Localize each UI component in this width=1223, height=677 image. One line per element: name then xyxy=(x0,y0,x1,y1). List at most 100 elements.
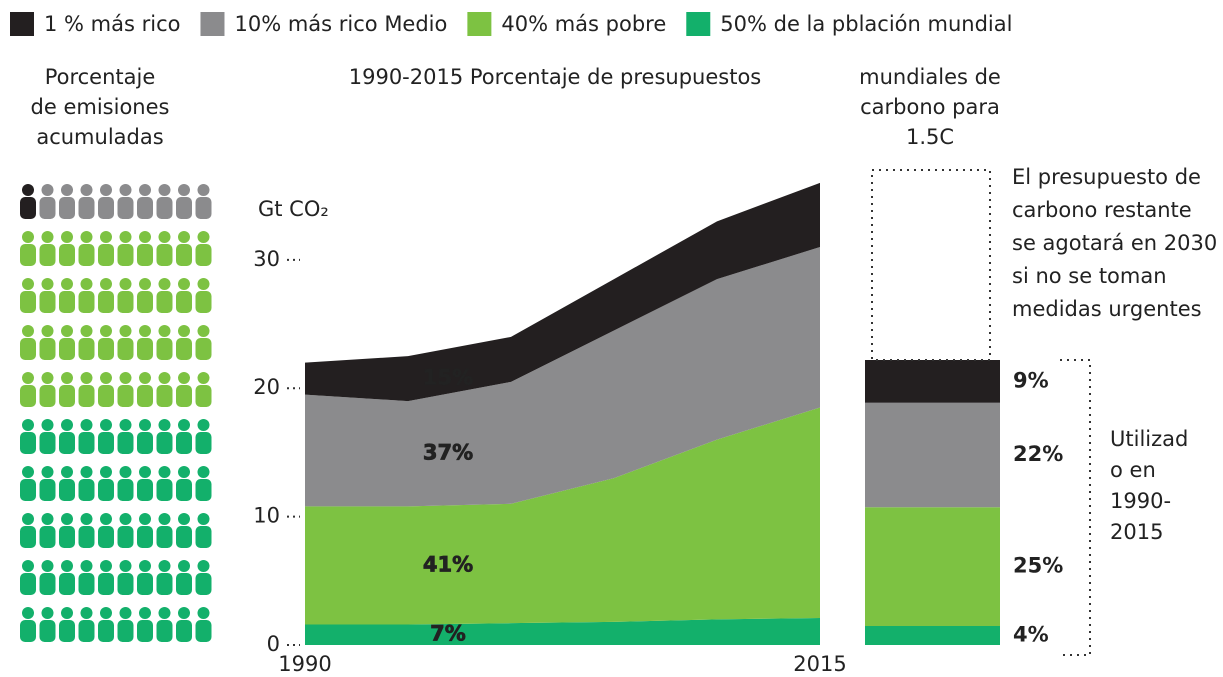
person-head xyxy=(41,419,54,431)
legend-swatch xyxy=(200,12,225,36)
person-head xyxy=(197,607,210,619)
person-body xyxy=(39,479,56,501)
person-body xyxy=(117,432,134,454)
person-head xyxy=(61,513,73,525)
person-body xyxy=(176,338,192,360)
person-body xyxy=(98,573,114,595)
bar-value-label: 9% xyxy=(1013,368,1049,392)
person-body xyxy=(20,432,36,454)
person-body xyxy=(137,432,153,454)
person-body xyxy=(98,526,114,548)
person-body xyxy=(78,244,95,266)
person-body xyxy=(156,385,173,407)
person-head xyxy=(22,278,34,290)
person-body xyxy=(59,291,75,313)
person-head xyxy=(119,325,132,337)
person-head xyxy=(197,278,210,290)
share-label: 41% xyxy=(423,552,473,576)
person-head xyxy=(22,372,34,384)
person-body xyxy=(156,526,173,548)
person-body xyxy=(78,526,95,548)
person-body xyxy=(195,197,212,219)
person-head xyxy=(61,560,73,572)
person-body xyxy=(20,291,36,313)
person-body xyxy=(176,573,192,595)
area xyxy=(305,182,820,402)
person-head xyxy=(197,372,210,384)
person-body xyxy=(39,291,56,313)
x-tick-label: 1990 xyxy=(278,652,331,676)
pictogram-title: Porcentaje xyxy=(45,65,156,89)
person-head xyxy=(80,184,93,196)
person-body xyxy=(117,385,134,407)
person-body xyxy=(176,620,192,642)
person-body xyxy=(39,432,56,454)
person-body xyxy=(176,197,192,219)
person-head xyxy=(197,231,210,243)
legend-label: 10% más rico Medio xyxy=(234,12,447,36)
person-body xyxy=(195,432,212,454)
person-body xyxy=(20,244,36,266)
bar-segment xyxy=(865,402,1000,508)
person-body xyxy=(78,432,95,454)
pictogram-group xyxy=(20,419,212,642)
person-head xyxy=(41,372,54,384)
pictogram-group xyxy=(20,184,36,219)
person-body xyxy=(195,338,212,360)
person-body xyxy=(176,291,192,313)
person-body xyxy=(20,526,36,548)
person-body xyxy=(39,197,56,219)
person-head xyxy=(41,278,54,290)
person-head xyxy=(158,184,171,196)
x-tick-label: 2015 xyxy=(793,652,846,676)
y-tick-label: 20 xyxy=(253,375,280,399)
annotation: carbono restante xyxy=(1012,198,1192,222)
person-head xyxy=(139,607,151,619)
person-head xyxy=(61,419,73,431)
person-body xyxy=(137,573,153,595)
person-head xyxy=(197,513,210,525)
person-head xyxy=(80,231,93,243)
person-head xyxy=(41,231,54,243)
person-head xyxy=(139,466,151,478)
bar-segment xyxy=(865,360,1000,403)
person-head xyxy=(119,372,132,384)
person-body xyxy=(137,526,153,548)
person-body xyxy=(59,244,75,266)
person-head xyxy=(100,231,112,243)
person-body xyxy=(98,244,114,266)
person-body xyxy=(195,526,212,548)
person-head xyxy=(139,372,151,384)
person-body xyxy=(20,197,36,219)
person-body xyxy=(78,338,95,360)
person-head xyxy=(197,419,210,431)
person-head xyxy=(80,560,93,572)
person-body xyxy=(195,244,212,266)
person-head xyxy=(61,607,73,619)
person-head xyxy=(22,184,34,196)
person-body xyxy=(59,620,75,642)
person-head xyxy=(139,278,151,290)
person-head xyxy=(41,560,54,572)
person-head xyxy=(41,466,54,478)
person-head xyxy=(178,466,190,478)
person-head xyxy=(158,325,171,337)
pictogram-title: de emisiones xyxy=(31,95,170,119)
person-body xyxy=(98,338,114,360)
person-head xyxy=(158,278,171,290)
person-body xyxy=(117,291,134,313)
person-body xyxy=(176,526,192,548)
person-head xyxy=(158,372,171,384)
person-body xyxy=(156,338,173,360)
person-body xyxy=(156,291,173,313)
person-head xyxy=(41,607,54,619)
person-head xyxy=(80,372,93,384)
person-head xyxy=(119,184,132,196)
person-body xyxy=(137,385,153,407)
person-body xyxy=(117,197,134,219)
legend-label: 50% de la pblación mundial xyxy=(720,12,1012,36)
person-body xyxy=(39,338,56,360)
person-body xyxy=(78,197,95,219)
person-body xyxy=(156,197,173,219)
person-body xyxy=(78,385,95,407)
